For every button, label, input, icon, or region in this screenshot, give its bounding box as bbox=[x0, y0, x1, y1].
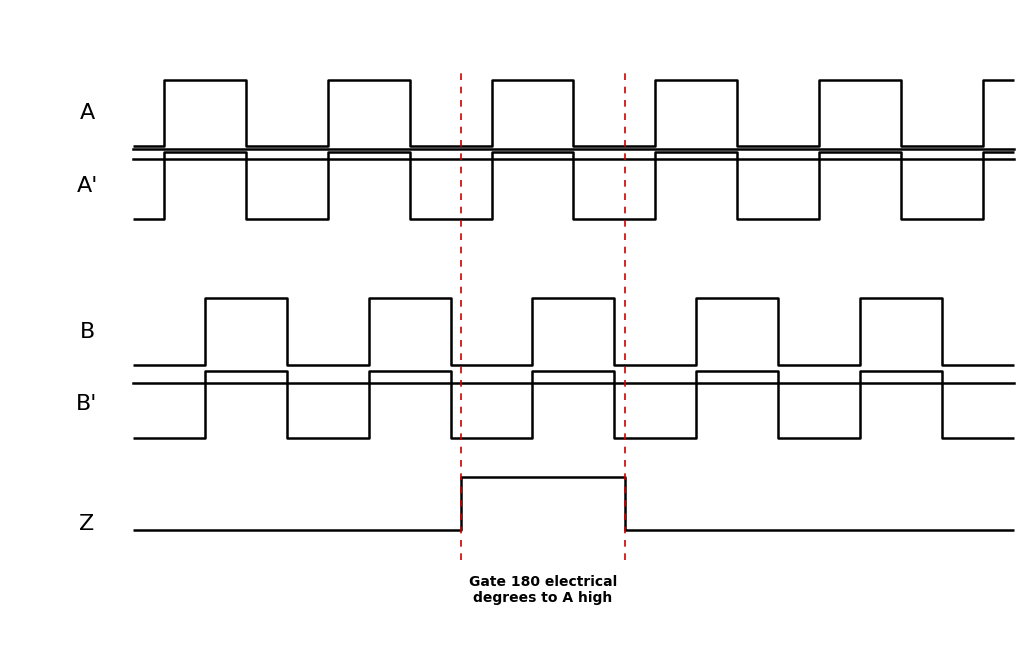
Text: B: B bbox=[80, 322, 94, 341]
Text: Z: Z bbox=[80, 514, 94, 534]
Text: A: A bbox=[80, 103, 94, 123]
Text: Gate 180 electrical
degrees to A high: Gate 180 electrical degrees to A high bbox=[469, 575, 616, 605]
Text: B': B' bbox=[77, 394, 97, 414]
Text: A': A' bbox=[77, 176, 97, 196]
